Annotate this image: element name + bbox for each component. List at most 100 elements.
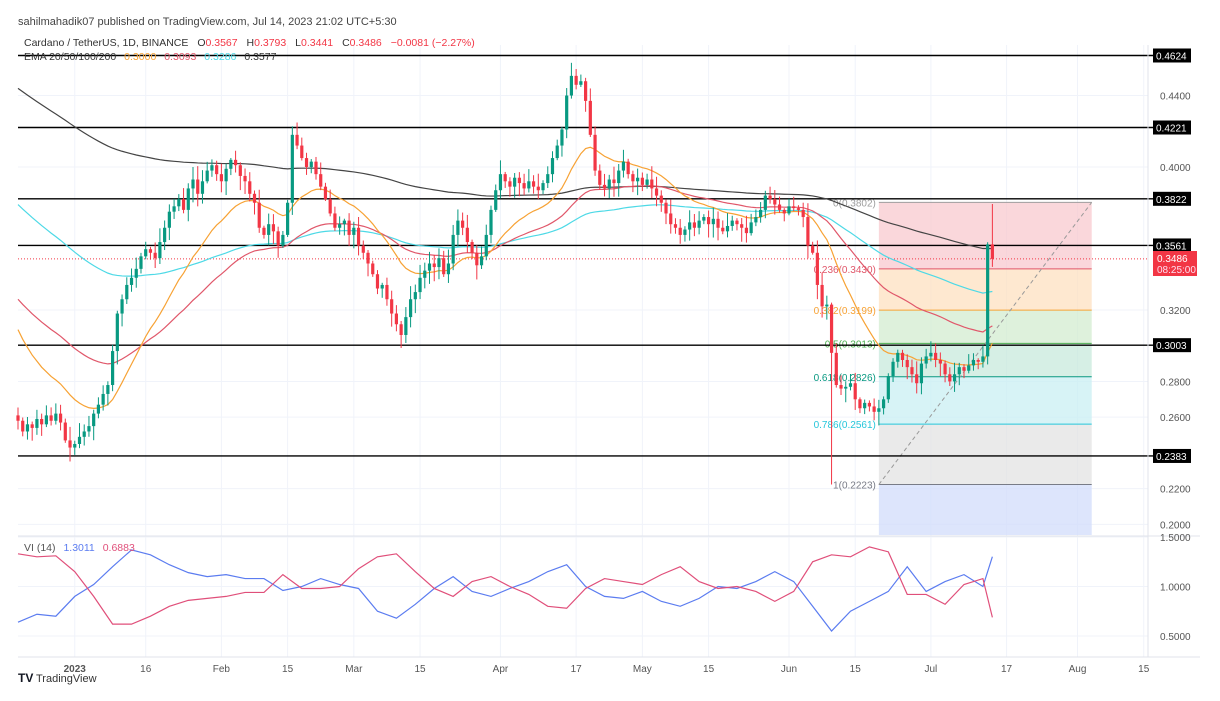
candle-body bbox=[489, 209, 493, 235]
candle-body bbox=[877, 408, 881, 412]
candle-body bbox=[262, 227, 266, 235]
candle-body bbox=[125, 284, 129, 300]
candle-body bbox=[976, 359, 980, 362]
candle-body bbox=[754, 217, 758, 223]
symbol-legend: Cardano / TetherUS, 1D, BINANCE O0.3567 … bbox=[24, 37, 475, 49]
candle-body bbox=[40, 418, 44, 425]
candle-body bbox=[172, 206, 176, 212]
candle-body bbox=[461, 220, 465, 228]
time-tick-label: May bbox=[633, 664, 652, 675]
price-tick-label: 0.4000 bbox=[1160, 163, 1191, 174]
candle-body bbox=[716, 218, 720, 228]
candle-body bbox=[782, 209, 786, 214]
candle-body bbox=[806, 217, 810, 246]
time-tick-label: 15 bbox=[850, 664, 862, 675]
candle-body bbox=[153, 252, 157, 259]
vi-pane bbox=[17, 546, 993, 632]
horizontal-levels[interactable]: 0.4624 0.4221 0.3822 0.3561 0.3003 0.2383 bbox=[18, 48, 1191, 463]
candle-body bbox=[215, 165, 219, 175]
candle-body bbox=[631, 174, 635, 182]
close-value: 0.3486 bbox=[350, 37, 382, 49]
price-tick-label: 0.2200 bbox=[1160, 485, 1191, 496]
candle-body bbox=[839, 385, 843, 389]
candle-body bbox=[773, 199, 777, 205]
candle-body bbox=[366, 252, 370, 264]
vi-minus-line bbox=[17, 546, 993, 625]
candle-body bbox=[229, 159, 233, 169]
candle-body bbox=[16, 415, 20, 421]
candle-body bbox=[981, 356, 985, 362]
fib-zone bbox=[878, 268, 1092, 311]
price-tick-label: 0.3200 bbox=[1160, 306, 1191, 317]
candle-body bbox=[338, 224, 342, 228]
candle-body bbox=[858, 399, 862, 409]
candle-body bbox=[210, 165, 214, 171]
low-value: 0.3441 bbox=[301, 37, 333, 49]
high-label: H bbox=[247, 37, 255, 49]
ema50-value: 0.3093 bbox=[164, 51, 196, 63]
candle-body bbox=[881, 399, 886, 409]
vi-legend: VI (14) 1.3011 0.6883 bbox=[24, 542, 135, 554]
time-tick-label: 2023 bbox=[64, 664, 87, 675]
candle-body bbox=[711, 218, 715, 225]
symbol-name: Cardano / TetherUS, 1D, BINANCE bbox=[24, 37, 188, 49]
open-label: O bbox=[197, 37, 205, 49]
fib-level-label: 0.382(0.3199) bbox=[814, 306, 876, 317]
candle-body bbox=[612, 179, 616, 184]
fib-zone bbox=[878, 310, 1092, 344]
candle-body bbox=[181, 199, 186, 210]
candle-body bbox=[569, 75, 574, 96]
vi-tick-label: 1.5000 bbox=[1160, 533, 1191, 544]
bar-countdown: 08:25:00 bbox=[1157, 265, 1196, 276]
candle-body bbox=[404, 317, 408, 335]
time-tick-label: 15 bbox=[703, 664, 715, 675]
candle-body bbox=[224, 168, 228, 182]
candle-body bbox=[25, 424, 30, 432]
ema200-line bbox=[17, 87, 993, 250]
candle-body bbox=[361, 245, 365, 253]
candle-body bbox=[796, 208, 801, 210]
candle-body bbox=[527, 181, 531, 189]
high-value: 0.3793 bbox=[254, 37, 286, 49]
candle-body bbox=[484, 234, 488, 257]
candle-body bbox=[697, 220, 701, 228]
candle-body bbox=[891, 361, 895, 377]
level-price-label: 0.4221 bbox=[1156, 124, 1187, 135]
time-tick-label: Apr bbox=[493, 664, 509, 675]
candle-body bbox=[811, 245, 815, 253]
fibonacci-retracement[interactable]: 0(0.3802)0.236(0.3430)0.382(0.3199)0.5(0… bbox=[814, 198, 1093, 535]
candle-body bbox=[44, 415, 48, 425]
candle-body bbox=[139, 256, 143, 269]
candle-body bbox=[957, 367, 961, 375]
candle-body bbox=[191, 179, 195, 189]
tradingview-logo[interactable]: TV TradingView bbox=[18, 671, 97, 685]
candle-body bbox=[342, 220, 346, 225]
candle-body bbox=[574, 75, 578, 85]
candle-body bbox=[896, 352, 900, 362]
candle-body bbox=[848, 383, 853, 387]
candle-body bbox=[952, 374, 957, 382]
candle-body bbox=[815, 252, 819, 285]
candle-body bbox=[475, 252, 479, 266]
candle-body bbox=[427, 263, 432, 271]
candle-body bbox=[248, 181, 252, 194]
candle-body bbox=[886, 376, 890, 400]
ema-lines bbox=[17, 87, 993, 409]
fib-zone bbox=[878, 424, 1092, 485]
level-price-label: 0.4624 bbox=[1156, 51, 1187, 62]
candle-body bbox=[408, 299, 413, 318]
candle-body bbox=[323, 186, 328, 200]
candle-body bbox=[177, 199, 181, 207]
time-tick-label: Jul bbox=[924, 664, 937, 675]
candle-body bbox=[938, 359, 942, 364]
candle-body bbox=[744, 227, 749, 234]
price-tick-label: 0.2600 bbox=[1160, 413, 1191, 424]
fib-zone bbox=[878, 343, 1092, 377]
vi-tick-label: 1.0000 bbox=[1160, 583, 1191, 594]
candle-body bbox=[87, 426, 91, 432]
level-price-box bbox=[1153, 191, 1191, 206]
vi-plus-line bbox=[17, 549, 993, 632]
candle-body bbox=[934, 352, 938, 360]
candle-body bbox=[829, 304, 834, 353]
